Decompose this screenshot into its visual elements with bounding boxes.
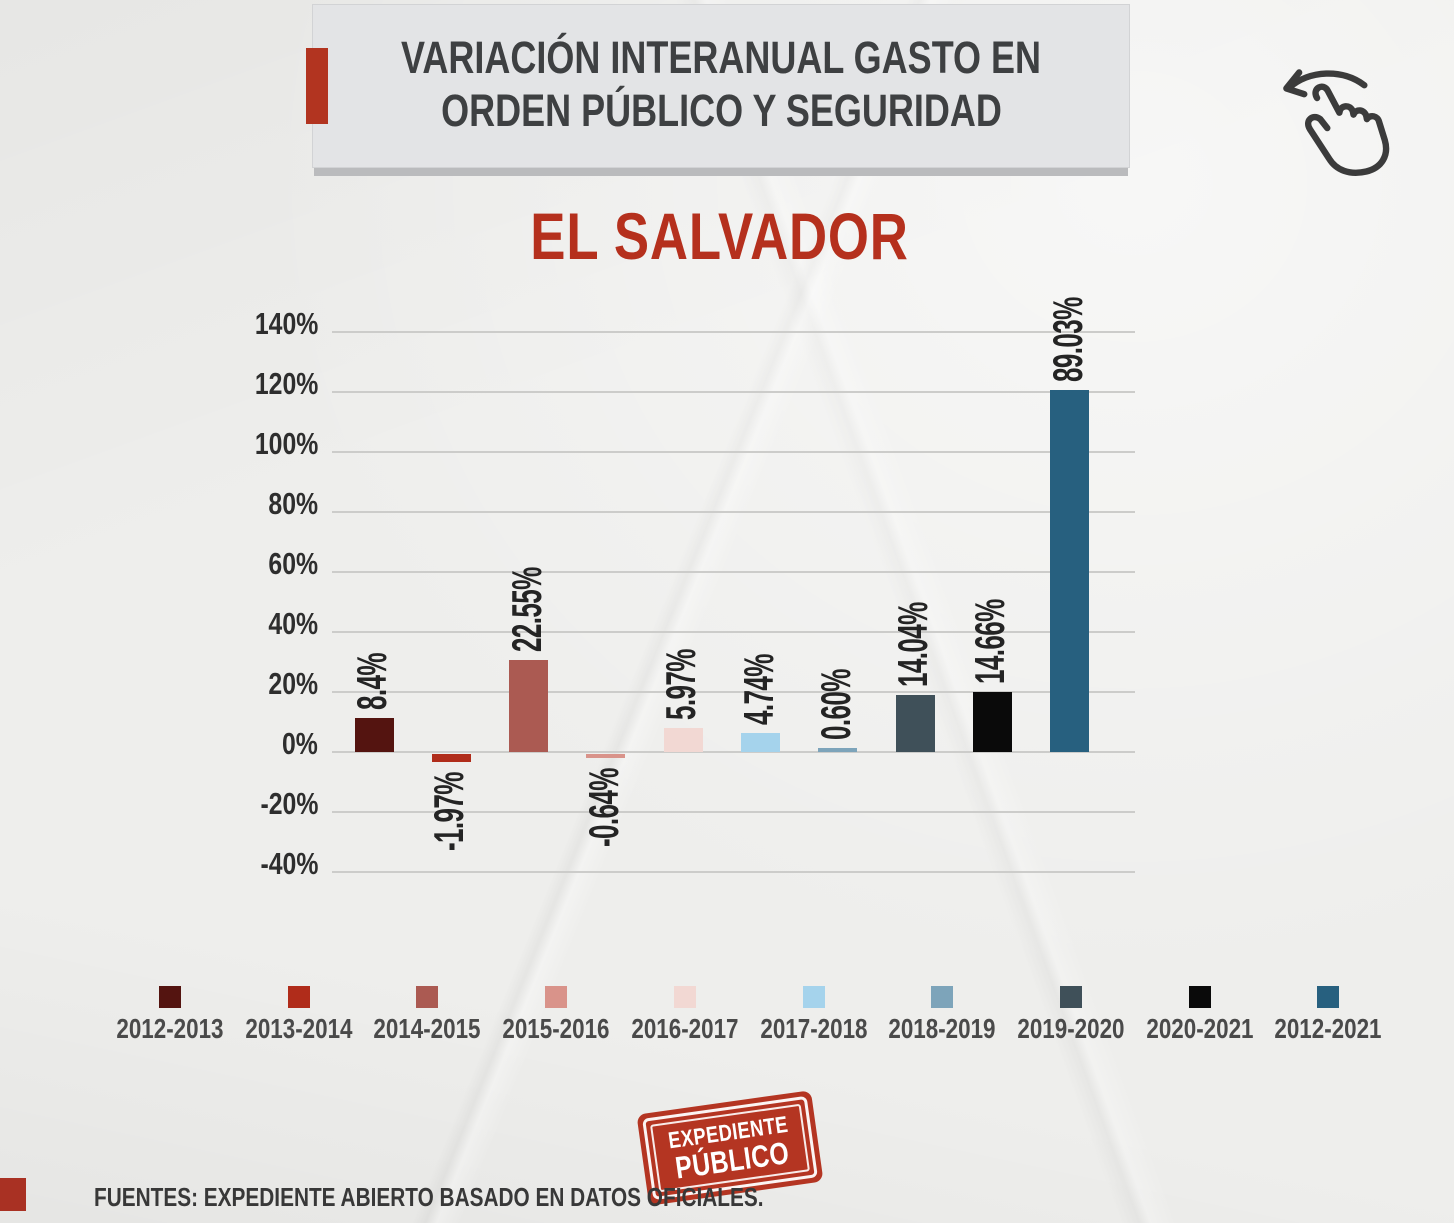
bar-2012-2021 <box>1050 389 1090 752</box>
gridline <box>332 811 1135 813</box>
bar-2013-2014 <box>431 754 471 763</box>
legend-swatch-2015-2016 <box>545 986 568 1008</box>
legend-label-2012-2021: 2012-2021 <box>1274 1013 1382 1044</box>
gridline <box>332 871 1135 873</box>
stamp-line1: EXPEDIENTE <box>666 1110 790 1154</box>
legend-label-2015-2016: 2015-2016 <box>502 1013 610 1044</box>
chart-title-box: VARIACIÓN INTERANUAL GASTO EN ORDEN PÚBL… <box>312 4 1130 168</box>
legend-label-2020-2021: 2020-2021 <box>1146 1013 1254 1044</box>
swipe-left-gesture-icon <box>1283 69 1390 176</box>
legend-label-2019-2020: 2019-2020 <box>1017 1013 1125 1044</box>
y-axis-tick-label: 20% <box>268 666 318 701</box>
legend-swatch-2012-2013 <box>159 986 181 1008</box>
legend-swatch-2020-2021 <box>1188 986 1211 1008</box>
legend-label-2012-2013: 2012-2013 <box>116 1013 224 1044</box>
swipe-arrow-head <box>1283 69 1308 98</box>
y-axis-tick-label: 80% <box>268 486 318 521</box>
bar-2019-2020 <box>895 694 935 752</box>
chart-subtitle: EL SALVADOR <box>312 198 1128 274</box>
y-axis-tick-label: 0% <box>282 726 318 761</box>
chart-subtitle-text: EL SALVADOR <box>530 199 910 273</box>
bar-2012-2013 <box>354 717 394 752</box>
y-axis-tick-label: -20% <box>260 786 318 821</box>
gridline <box>332 511 1135 513</box>
footer-accent-square <box>0 1178 26 1211</box>
legend-label-2013-2014: 2013-2014 <box>245 1013 353 1044</box>
legend-label-2017-2018: 2017-2018 <box>759 1013 868 1044</box>
stamp-line2: PÚBLICO <box>672 1135 791 1186</box>
legend-label-2018-2019: 2018-2019 <box>888 1013 996 1044</box>
page-title-line2: ORDEN PÚBLICO Y SEGURIDAD <box>440 85 1002 136</box>
gridline <box>332 691 1135 693</box>
title-accent-bar <box>306 48 328 124</box>
y-axis-tick-label: -40% <box>260 846 318 881</box>
bar-2018-2019 <box>818 748 858 752</box>
gridline <box>332 751 1135 753</box>
legend-swatch-2018-2019 <box>931 986 954 1008</box>
bar-2014-2015 <box>509 660 549 752</box>
page-title: VARIACIÓN INTERANUAL GASTO EN ORDEN PÚBL… <box>313 5 1129 137</box>
legend-swatch-2013-2014 <box>287 986 310 1008</box>
source-note: FUENTES: EXPEDIENTE ABIERTO BASADO EN DA… <box>94 1182 931 1213</box>
legend-swatch-2017-2018 <box>802 986 825 1008</box>
swipe-arrow-curve <box>1285 70 1368 91</box>
legend-swatch-2014-2015 <box>416 986 439 1008</box>
bar-2020-2021 <box>972 692 1012 752</box>
gridline <box>332 391 1135 393</box>
y-axis-tick-label: 100% <box>254 426 318 461</box>
legend-label-2014-2015: 2014-2015 <box>373 1013 481 1044</box>
bar-2017-2018 <box>741 732 780 752</box>
bar-2015-2016 <box>586 754 626 758</box>
y-axis-tick-label: 40% <box>268 606 318 641</box>
legend-label-2016-2017: 2016-2017 <box>631 1013 739 1044</box>
legend-swatch-2016-2017 <box>673 986 696 1008</box>
legend-swatch-2012-2021 <box>1317 986 1340 1008</box>
gridline <box>332 451 1135 453</box>
bar-2016-2017 <box>663 727 703 752</box>
y-axis-tick-label: 120% <box>254 366 318 401</box>
pointing-hand <box>1305 83 1390 176</box>
legend-swatch-2019-2020 <box>1059 986 1082 1008</box>
page-title-line1: VARIACIÓN INTERANUAL GASTO EN <box>400 32 1042 83</box>
y-axis-tick-label: 60% <box>268 546 318 581</box>
source-note-text: FUENTES: EXPEDIENTE ABIERTO BASADO EN DA… <box>94 1182 764 1212</box>
gridline <box>332 331 1135 333</box>
gridline <box>332 571 1135 573</box>
y-axis-tick-label: 140% <box>254 306 318 341</box>
gridline <box>332 631 1135 633</box>
